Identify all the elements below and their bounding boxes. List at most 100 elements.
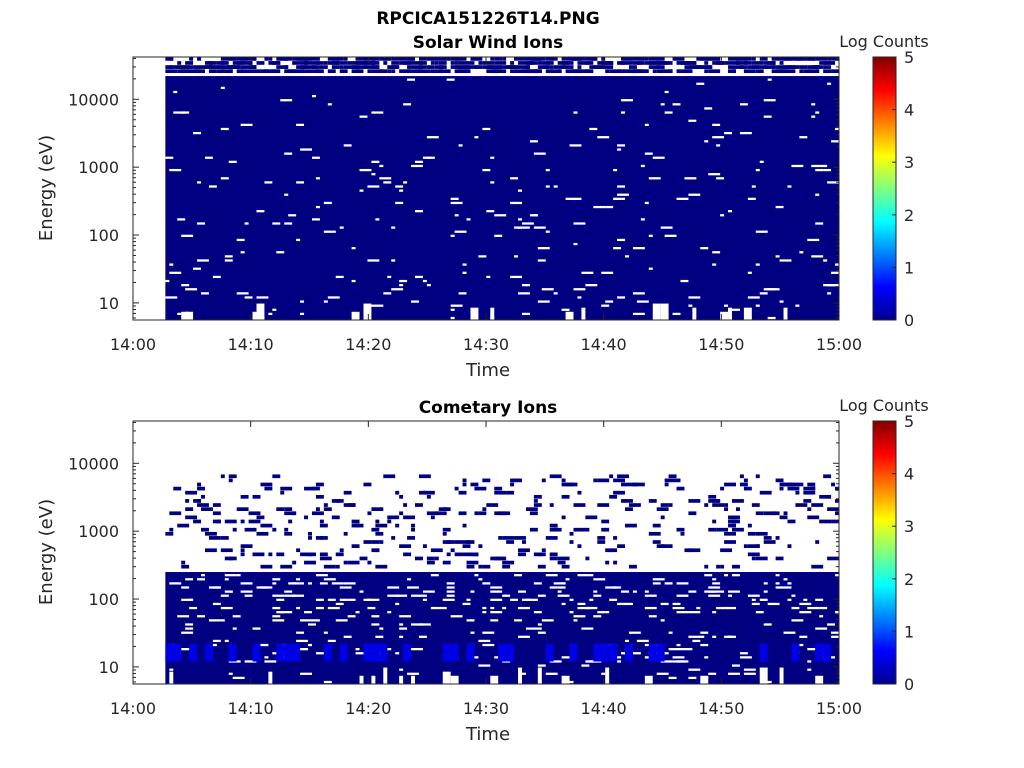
gap-cell xyxy=(323,300,328,303)
count-cell xyxy=(319,519,324,524)
count-cell xyxy=(720,564,725,569)
gap-cell xyxy=(327,598,336,601)
gap-cell xyxy=(403,103,412,106)
gap-cell xyxy=(688,296,701,299)
gap-cell xyxy=(561,308,570,311)
count-cell xyxy=(351,519,360,524)
count-cell xyxy=(395,523,400,528)
gap-cell xyxy=(351,311,360,320)
gap-cell xyxy=(613,168,618,172)
gap-cell xyxy=(668,676,677,680)
gap-cell xyxy=(292,582,305,585)
figure-title: RPCICA151226T14.PNG xyxy=(376,9,599,29)
gap-cell xyxy=(518,292,530,295)
count-cell xyxy=(288,69,293,74)
count-cell xyxy=(446,540,451,544)
gap-cell xyxy=(553,582,566,585)
gap-cell xyxy=(601,672,606,675)
gap-cell xyxy=(605,300,614,303)
count-cell xyxy=(430,61,435,65)
count-cell xyxy=(228,474,237,479)
gap-cell xyxy=(529,140,538,143)
count-cell xyxy=(193,65,202,69)
count-cell xyxy=(823,643,832,662)
gap-cell xyxy=(240,251,245,254)
gap-cell xyxy=(355,652,368,655)
count-cell xyxy=(664,478,677,483)
count-cell xyxy=(395,65,400,69)
count-cell xyxy=(220,548,233,553)
gap-cell xyxy=(224,574,237,577)
gap-cell xyxy=(256,296,269,299)
count-cell xyxy=(418,57,427,61)
count-cell xyxy=(743,57,752,61)
count-cell xyxy=(577,69,582,74)
gap-cell xyxy=(787,185,792,188)
gap-cell xyxy=(264,660,277,663)
count-cell xyxy=(712,503,725,507)
count-cell xyxy=(747,544,760,548)
gap-cell xyxy=(605,205,614,209)
gap-cell xyxy=(708,594,721,597)
gap-cell xyxy=(415,210,423,213)
count-cell xyxy=(197,69,205,74)
count-cell xyxy=(220,474,225,479)
gap-cell xyxy=(458,292,467,295)
gap-cell xyxy=(664,234,677,237)
gap-cell xyxy=(189,606,198,610)
count-cell xyxy=(632,65,637,69)
count-cell xyxy=(735,61,748,65)
gap-cell xyxy=(510,598,519,601)
gap-cell xyxy=(537,664,546,667)
gap-cell xyxy=(712,263,717,266)
gap-cell xyxy=(359,115,368,118)
gap-cell xyxy=(521,672,526,675)
gap-cell xyxy=(577,602,586,606)
count-cell xyxy=(751,65,760,69)
count-cell xyxy=(613,536,618,540)
count-cell xyxy=(165,76,839,320)
count-cell xyxy=(518,61,530,65)
gap-cell xyxy=(415,275,423,279)
gap-cell xyxy=(395,652,400,655)
count-cell xyxy=(835,499,839,503)
count-cell xyxy=(177,523,190,528)
gap-cell xyxy=(589,127,598,131)
count-cell xyxy=(442,643,451,662)
gap-cell xyxy=(454,214,459,217)
count-cell xyxy=(375,523,388,528)
count-cell xyxy=(573,527,578,532)
gap-cell xyxy=(688,590,697,593)
gap-cell xyxy=(755,230,768,233)
count-cell xyxy=(351,544,360,548)
gap-cell xyxy=(692,307,697,320)
gap-cell xyxy=(537,667,542,684)
count-cell xyxy=(367,511,372,516)
gap-cell xyxy=(561,602,566,606)
gap-cell xyxy=(395,602,400,606)
gap-cell xyxy=(204,156,213,159)
count-cell xyxy=(743,478,748,483)
gap-cell xyxy=(415,594,423,597)
count-cell xyxy=(280,564,293,569)
gap-cell xyxy=(193,131,202,135)
count-cell xyxy=(466,564,475,569)
count-cell xyxy=(708,527,717,532)
gap-cell xyxy=(288,214,297,217)
y-tick-label: 10 xyxy=(99,294,119,313)
count-cell xyxy=(319,61,324,65)
count-cell xyxy=(308,57,320,61)
count-cell xyxy=(732,61,740,65)
count-cell xyxy=(308,560,316,565)
gap-cell xyxy=(720,606,725,610)
count-cell xyxy=(759,490,772,495)
gap-cell xyxy=(272,222,281,225)
gap-cell xyxy=(232,627,237,630)
count-cell xyxy=(494,486,503,491)
gap-cell xyxy=(537,259,546,262)
x-tick-label: 14:20 xyxy=(345,699,391,718)
gap-cell xyxy=(399,279,408,283)
count-cell xyxy=(577,61,590,65)
count-cell xyxy=(315,69,324,74)
count-cell xyxy=(462,482,467,487)
